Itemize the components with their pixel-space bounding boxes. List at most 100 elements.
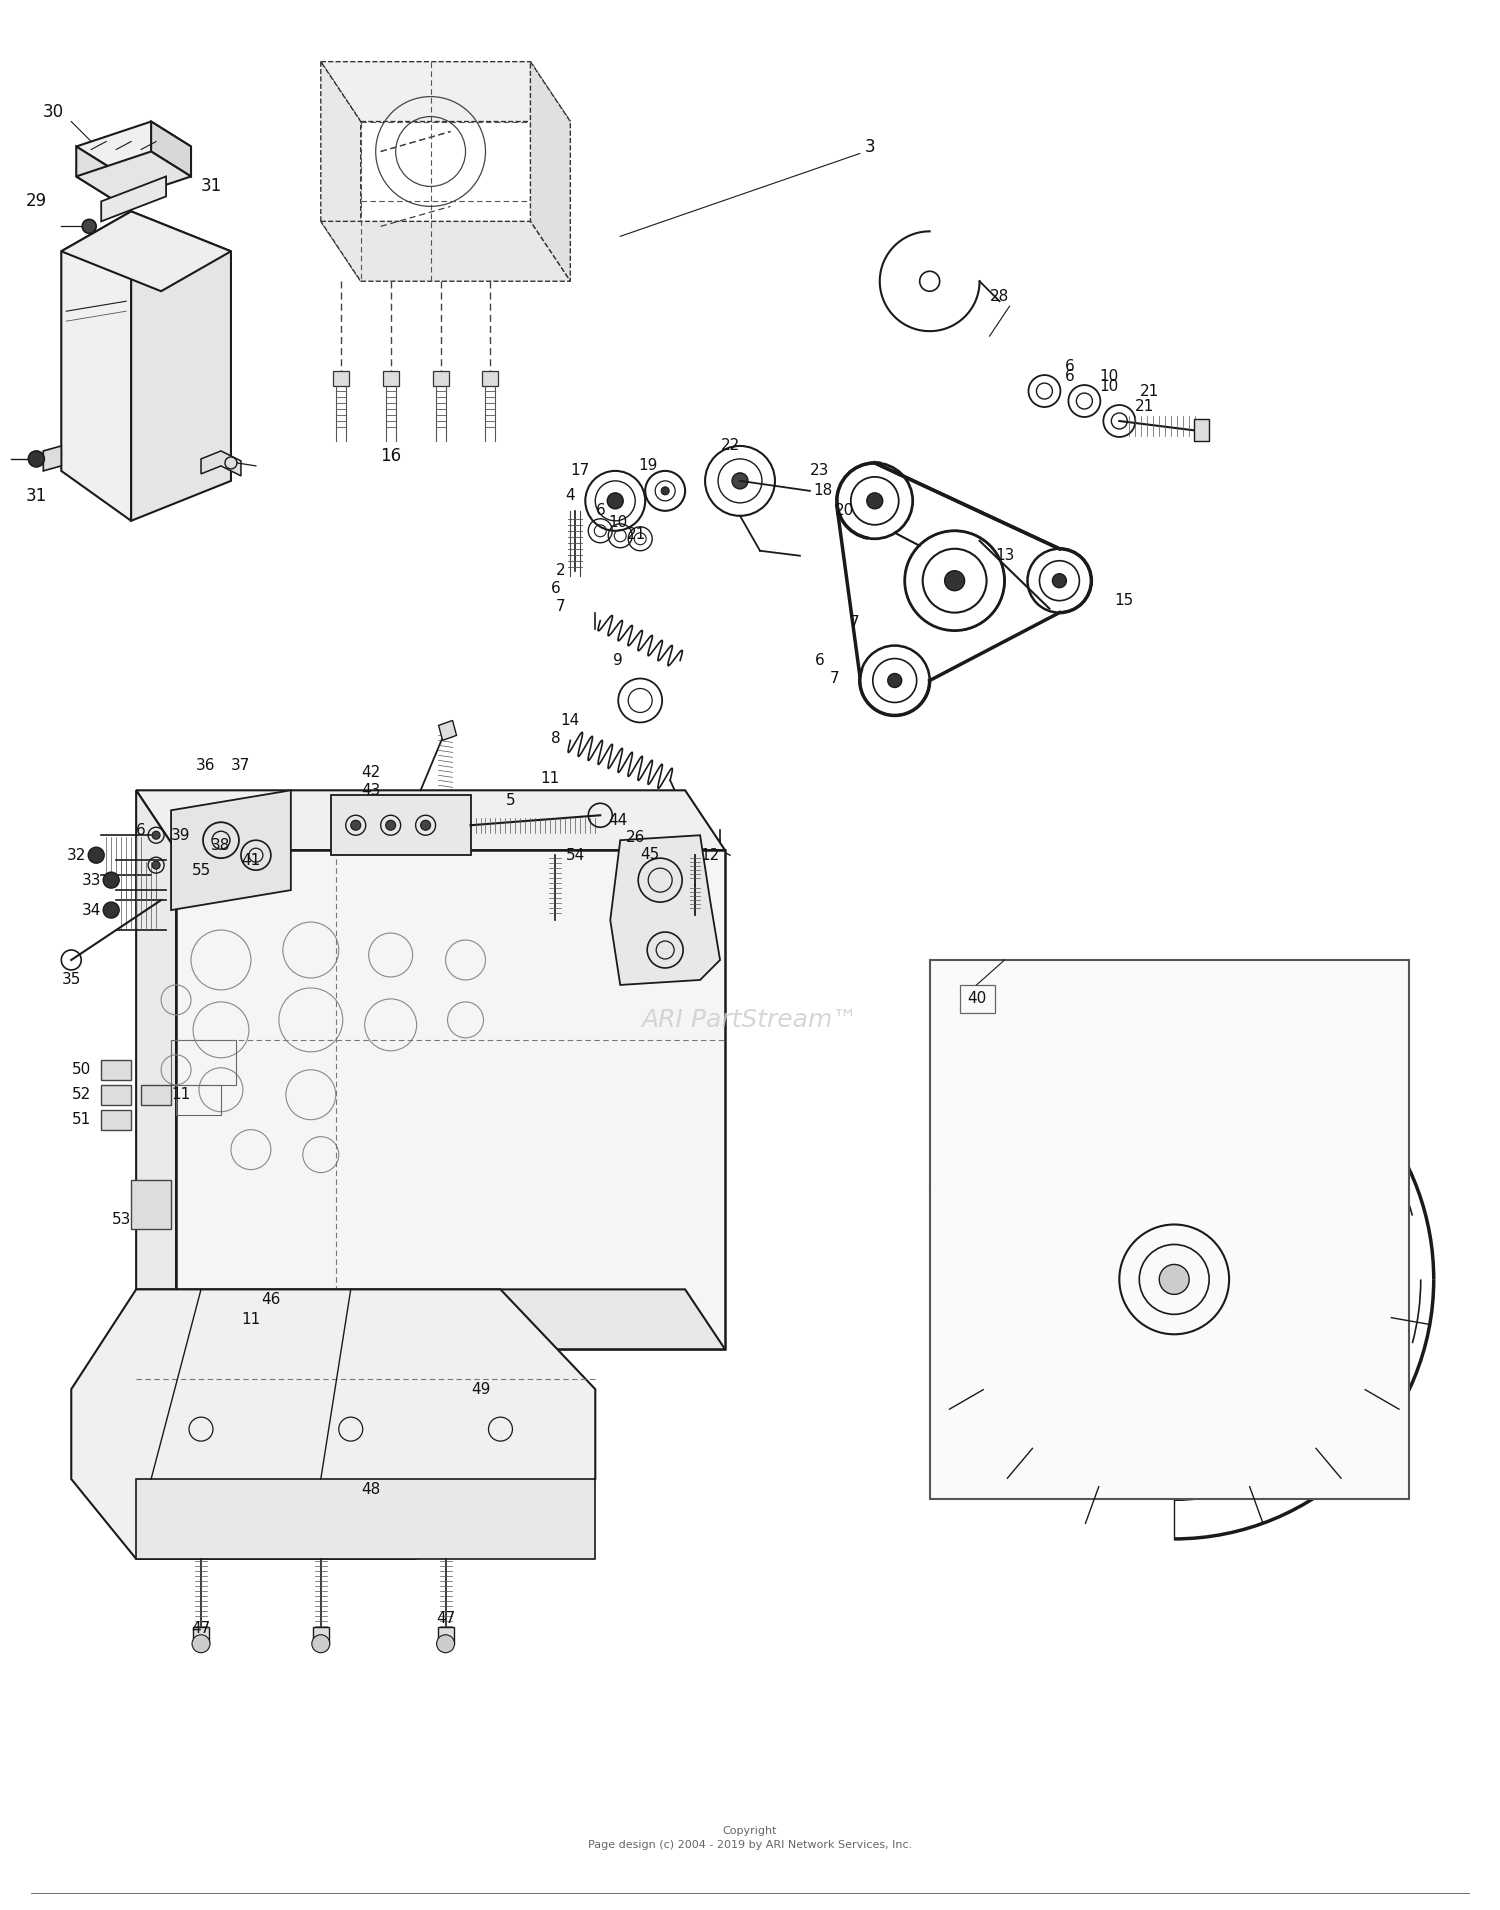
Text: 10: 10 xyxy=(609,516,628,531)
Polygon shape xyxy=(314,1627,328,1645)
Polygon shape xyxy=(176,850,724,1348)
Polygon shape xyxy=(136,791,724,850)
Text: 51: 51 xyxy=(72,1112,92,1127)
Text: Copyright
Page design (c) 2004 - 2019 by ARI Network Services, Inc.: Copyright Page design (c) 2004 - 2019 by… xyxy=(588,1826,912,1851)
Polygon shape xyxy=(76,151,190,201)
Text: 7: 7 xyxy=(850,615,859,630)
Bar xyxy=(960,986,994,1012)
Text: 18: 18 xyxy=(813,483,832,499)
Bar xyxy=(100,1060,130,1079)
Polygon shape xyxy=(438,1627,453,1645)
Text: 10: 10 xyxy=(1100,378,1119,393)
Text: 45: 45 xyxy=(640,846,660,861)
Polygon shape xyxy=(531,61,570,281)
Polygon shape xyxy=(1194,418,1209,441)
Text: 37: 37 xyxy=(231,758,251,774)
Text: 6: 6 xyxy=(1065,369,1074,384)
Text: 11: 11 xyxy=(171,1087,190,1102)
Bar xyxy=(130,1180,171,1230)
Polygon shape xyxy=(332,795,471,856)
Polygon shape xyxy=(321,61,570,122)
Polygon shape xyxy=(44,445,62,472)
Polygon shape xyxy=(72,1289,596,1559)
Text: 7: 7 xyxy=(830,670,840,686)
Polygon shape xyxy=(382,371,399,386)
Text: 31: 31 xyxy=(26,487,46,504)
Text: 6: 6 xyxy=(136,823,146,838)
Text: 15: 15 xyxy=(1114,594,1134,607)
Text: 8: 8 xyxy=(550,732,560,747)
Polygon shape xyxy=(76,122,190,172)
Text: 23: 23 xyxy=(810,464,830,478)
Text: 13: 13 xyxy=(994,548,1014,563)
Text: 42: 42 xyxy=(362,764,381,779)
Text: 7: 7 xyxy=(555,600,566,615)
Bar xyxy=(930,961,1408,1499)
Circle shape xyxy=(945,571,964,590)
Polygon shape xyxy=(136,1478,596,1559)
Text: 49: 49 xyxy=(471,1381,490,1396)
Polygon shape xyxy=(321,222,570,281)
Text: 26: 26 xyxy=(626,829,645,844)
Text: 14: 14 xyxy=(561,712,580,728)
Text: 6: 6 xyxy=(1065,359,1074,374)
Circle shape xyxy=(104,902,118,919)
Circle shape xyxy=(732,474,748,489)
Text: 21: 21 xyxy=(627,527,646,542)
Polygon shape xyxy=(171,791,291,909)
Text: 30: 30 xyxy=(42,103,64,120)
Text: ARI PartStream™: ARI PartStream™ xyxy=(642,1008,858,1031)
Text: 11: 11 xyxy=(242,1312,261,1327)
Circle shape xyxy=(82,220,96,233)
Text: 34: 34 xyxy=(81,903,100,917)
Text: 19: 19 xyxy=(639,458,658,474)
Text: 3: 3 xyxy=(864,138,874,155)
Bar xyxy=(141,1085,171,1104)
Polygon shape xyxy=(483,371,498,386)
Text: 17: 17 xyxy=(570,464,590,478)
Bar xyxy=(100,1110,130,1129)
Text: 47: 47 xyxy=(192,1622,210,1637)
Text: 11: 11 xyxy=(540,772,560,785)
Circle shape xyxy=(608,493,622,508)
Circle shape xyxy=(104,873,118,888)
Bar xyxy=(171,1039,236,1085)
Text: 28: 28 xyxy=(990,288,1010,304)
Circle shape xyxy=(867,493,883,508)
Text: 22: 22 xyxy=(720,439,740,453)
Polygon shape xyxy=(136,791,176,1348)
Text: 44: 44 xyxy=(609,814,628,827)
Circle shape xyxy=(152,831,160,838)
Text: 38: 38 xyxy=(211,838,231,852)
Polygon shape xyxy=(136,1289,724,1348)
Polygon shape xyxy=(76,147,116,201)
Polygon shape xyxy=(62,212,130,521)
Bar xyxy=(176,1085,220,1115)
Polygon shape xyxy=(201,451,242,476)
Text: 52: 52 xyxy=(72,1087,92,1102)
Text: 46: 46 xyxy=(261,1291,280,1306)
Text: 32: 32 xyxy=(66,848,86,863)
Circle shape xyxy=(192,1635,210,1652)
Circle shape xyxy=(420,819,430,831)
Polygon shape xyxy=(321,61,360,281)
Text: 33: 33 xyxy=(81,873,100,888)
Circle shape xyxy=(351,819,360,831)
Polygon shape xyxy=(100,176,166,222)
Text: 21: 21 xyxy=(1140,384,1160,399)
Circle shape xyxy=(312,1635,330,1652)
Circle shape xyxy=(386,819,396,831)
Text: 48: 48 xyxy=(362,1482,381,1497)
Polygon shape xyxy=(152,122,190,176)
Text: 50: 50 xyxy=(72,1062,92,1077)
Polygon shape xyxy=(438,720,456,741)
Text: 55: 55 xyxy=(192,863,210,879)
Circle shape xyxy=(662,487,669,495)
Circle shape xyxy=(152,861,160,869)
Text: 9: 9 xyxy=(614,653,622,668)
Text: 16: 16 xyxy=(380,447,400,464)
Text: 39: 39 xyxy=(171,827,190,842)
Text: 6: 6 xyxy=(815,653,825,668)
Text: 41: 41 xyxy=(242,852,261,867)
Circle shape xyxy=(436,1635,454,1652)
